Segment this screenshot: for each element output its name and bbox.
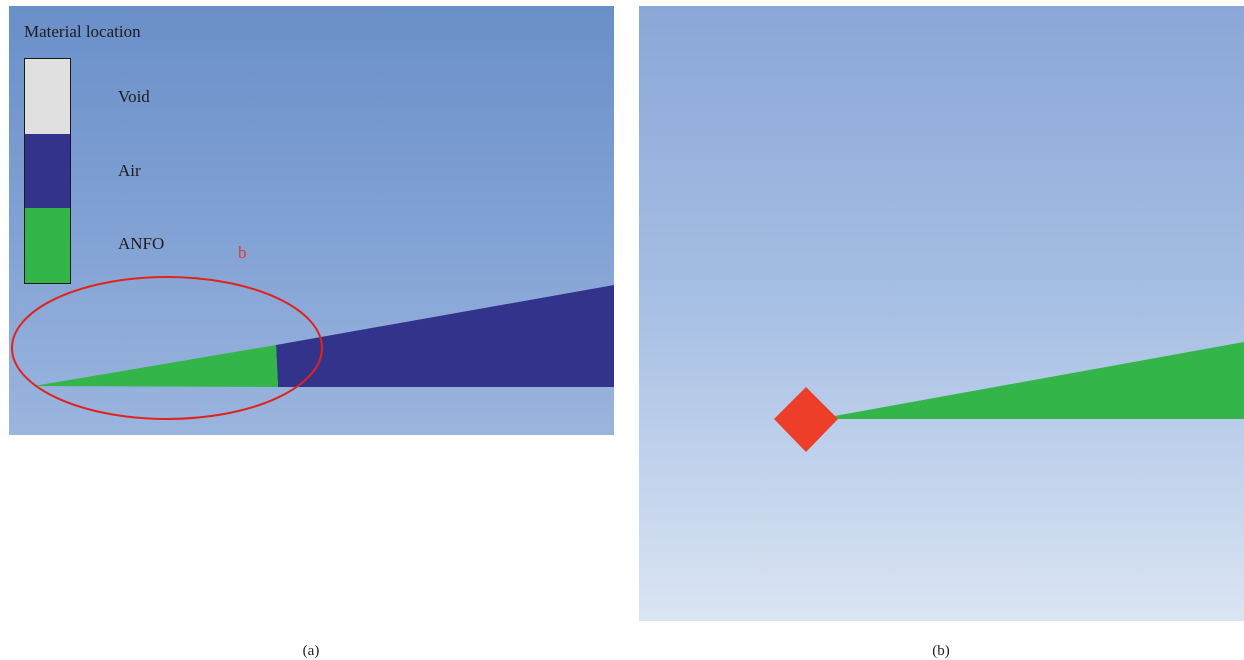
legend-swatch-void bbox=[25, 59, 70, 134]
detonation-point-marker bbox=[774, 387, 838, 452]
panel-b-zoom-view bbox=[639, 6, 1244, 621]
legend-swatch-anfo bbox=[25, 208, 70, 284]
anfo-region bbox=[34, 345, 278, 387]
caption-b: (b) bbox=[932, 643, 950, 659]
panel-a-material-view: Material location Void Air ANFO b bbox=[9, 6, 614, 435]
air-region bbox=[276, 285, 614, 387]
legend-swatch-air bbox=[25, 133, 70, 209]
legend-label-anfo: ANFO bbox=[118, 234, 165, 253]
panel-b-geometry bbox=[774, 342, 1244, 452]
legend-color-bar bbox=[24, 58, 71, 284]
anfo-charge-wedge bbox=[829, 342, 1244, 419]
panel-a-geometry bbox=[11, 276, 614, 420]
legend-label-void: Void bbox=[118, 87, 150, 106]
legend-title: Material location bbox=[24, 22, 141, 41]
annotation-b: b bbox=[238, 243, 247, 262]
highlight-ellipse bbox=[11, 276, 323, 420]
caption-a: (a) bbox=[302, 643, 320, 659]
legend-label-air: Air bbox=[118, 161, 141, 180]
